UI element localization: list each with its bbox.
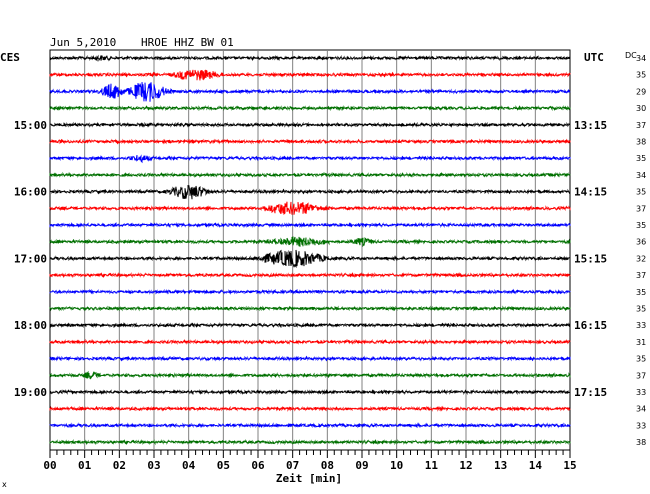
dc-value: 36 — [636, 238, 646, 247]
x-axis-title: Zeit [min] — [276, 472, 342, 485]
left-time-label: 16:00 — [14, 186, 47, 199]
dc-value: 35 — [636, 154, 646, 163]
trace-line — [49, 54, 571, 62]
dc-value: 37 — [636, 371, 646, 380]
trace-line — [49, 201, 571, 216]
x-tick-label: 02 — [113, 459, 126, 472]
right-time-label: 17:15 — [574, 386, 607, 399]
footer-note: x — [2, 480, 7, 489]
trace-line — [49, 322, 571, 329]
dc-value: 32 — [636, 254, 646, 263]
trace-line — [49, 184, 571, 200]
left-zone-label: CES — [0, 51, 20, 64]
trace-line — [49, 422, 571, 429]
x-tick-label: 08 — [321, 459, 334, 472]
trace-line — [49, 249, 571, 269]
dc-value: 34 — [636, 405, 646, 414]
plot-frame — [49, 49, 571, 451]
dc-value: 35 — [636, 305, 646, 314]
left-time-label: 19:00 — [14, 386, 47, 399]
x-tick-label: 01 — [78, 459, 92, 472]
left-time-label: 17:00 — [14, 252, 47, 265]
right-zone-label: UTC — [584, 51, 604, 64]
dc-value: 38 — [636, 438, 646, 447]
trace-line — [49, 338, 571, 345]
seismic-traces — [49, 54, 571, 446]
trace-line — [49, 104, 571, 112]
trace-line — [49, 138, 571, 145]
x-tick-label: 00 — [43, 459, 56, 472]
right-time-label: 15:15 — [574, 252, 607, 265]
x-axis: 00 01 02 03 04 05 06 07 08 09 10 11 12 13 14 15 — [43, 450, 577, 472]
chart-date: Jun 5,2010 — [50, 36, 116, 49]
x-tick-label: 12 — [459, 459, 472, 472]
trace-line — [49, 370, 571, 380]
dc-values: 34 35 29 30 37 38 35 34 35 37 35 36 32 37 35 35 33 31 35 37… — [636, 54, 646, 447]
dc-value: 35 — [636, 288, 646, 297]
x-tick-label: 10 — [390, 459, 403, 472]
trace-line — [49, 82, 571, 102]
trace-line — [49, 171, 571, 178]
trace-line — [49, 236, 571, 248]
trace-line — [49, 221, 571, 229]
trace-line — [49, 438, 571, 446]
x-tick-label: 13 — [494, 459, 507, 472]
dc-header-label: DC — [625, 51, 637, 60]
dc-value: 31 — [636, 338, 646, 347]
dc-value: 33 — [636, 421, 646, 430]
chart-station: HROE HHZ BW 01 — [141, 36, 234, 49]
dc-value: 35 — [636, 188, 646, 197]
dc-value: 37 — [636, 121, 646, 130]
dc-value: 34 — [636, 54, 646, 63]
dc-value: 37 — [636, 204, 646, 213]
dc-value: 29 — [636, 87, 646, 96]
left-time-label: 18:00 — [14, 319, 47, 332]
trace-line — [49, 271, 571, 279]
dc-value: 30 — [636, 104, 646, 113]
dc-value: 35 — [636, 355, 646, 364]
trace-line — [49, 69, 571, 81]
x-tick-label: 07 — [286, 459, 299, 472]
x-tick-label: 15 — [563, 459, 576, 472]
dc-value: 33 — [636, 388, 646, 397]
x-tick-label: 03 — [147, 459, 160, 472]
minute-gridlines — [84, 50, 536, 450]
dc-value: 38 — [636, 138, 646, 147]
dc-value: 35 — [636, 221, 646, 230]
dc-value: 34 — [636, 171, 646, 180]
trace-line — [49, 154, 571, 164]
left-time-labels: 15:00 16:00 17:00 18:00 19:00 — [14, 119, 47, 399]
right-time-labels: 13:15 14:15 15:15 16:15 17:15 — [574, 119, 607, 399]
trace-line — [49, 121, 571, 128]
x-tick-label: 04 — [182, 459, 196, 472]
x-tick-label: 05 — [217, 459, 230, 472]
dc-value: 33 — [636, 321, 646, 330]
trace-line — [49, 288, 571, 295]
trace-line — [49, 355, 571, 362]
left-time-label: 15:00 — [14, 119, 47, 132]
right-time-label: 13:15 — [574, 119, 607, 132]
x-tick-label: 06 — [251, 459, 265, 472]
right-time-label: 16:15 — [574, 319, 607, 332]
dc-value: 37 — [636, 271, 646, 280]
dc-value: 35 — [636, 71, 646, 80]
trace-line — [49, 405, 571, 412]
x-tick-label: 14 — [529, 459, 543, 472]
x-tick-label: 11 — [425, 459, 439, 472]
trace-line — [49, 388, 571, 396]
x-tick-label: 09 — [355, 459, 368, 472]
trace-line — [49, 305, 571, 312]
right-time-label: 14:15 — [574, 186, 607, 199]
